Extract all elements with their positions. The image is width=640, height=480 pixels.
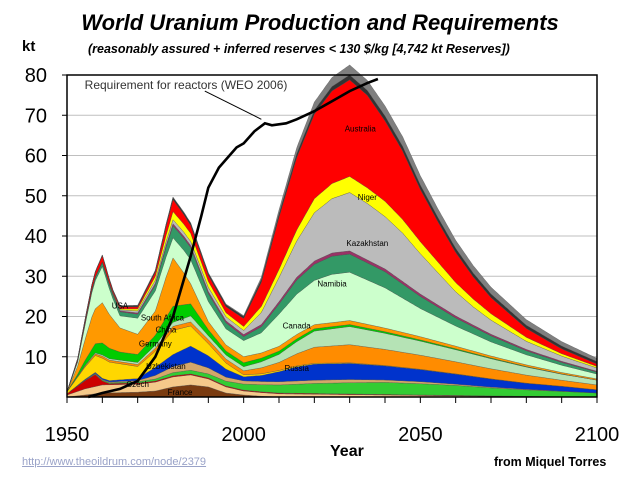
annotation-niger: Niger <box>358 193 377 202</box>
requirement-line <box>87 77 379 399</box>
x-tick-label: 2100 <box>575 424 620 446</box>
annotation-germany: Germany <box>139 340 172 349</box>
annotation-namibia: Namibia <box>317 279 347 288</box>
annotation-canada: Canada <box>283 322 312 331</box>
y-tick-label: 50 <box>25 186 47 208</box>
y-tick-label: 40 <box>25 226 47 248</box>
annotation-china: China <box>155 326 176 335</box>
source-link[interactable]: http://www.theoildrum.com/node/2379 <box>22 456 207 468</box>
y-tick-label: 60 <box>25 146 47 168</box>
x-tick-label: 2000 <box>221 424 266 446</box>
annotation-uzbekistan: Uzbekistan <box>146 362 186 371</box>
y-tick-label: 80 <box>25 65 47 87</box>
annotation-requirement-for-reactors-weo-2006: Requirement for reactors (WEO 2006) <box>85 78 288 92</box>
y-tick-label: 20 <box>25 307 47 329</box>
y-tick-label: 10 <box>25 347 47 369</box>
annotation-kazakhstan: Kazakhstan <box>346 239 388 248</box>
chart-title: World Uranium Production and Requirement… <box>81 10 559 35</box>
annotation-south-africa: South Africa <box>141 314 185 323</box>
annotation-russia: Russia <box>284 364 309 373</box>
annotation-usa: USA <box>112 301 129 310</box>
chart-subtitle: (reasonably assured + inferred reserves … <box>88 42 510 56</box>
annotation-australia: Australia <box>345 124 377 133</box>
credit-text: from Miquel Torres <box>494 455 607 469</box>
x-axis-label: Year <box>330 443 364 460</box>
x-tick-label: 2050 <box>398 424 443 446</box>
y-tick-label: 30 <box>25 266 47 288</box>
annotation-france: France <box>168 388 193 397</box>
x-tick-label: 1950 <box>45 424 90 446</box>
y-tick-label: 70 <box>25 105 47 127</box>
annotation-czech: Czech <box>126 380 149 389</box>
y-axis-label: kt <box>22 38 36 55</box>
requirement-pointer <box>204 90 262 120</box>
